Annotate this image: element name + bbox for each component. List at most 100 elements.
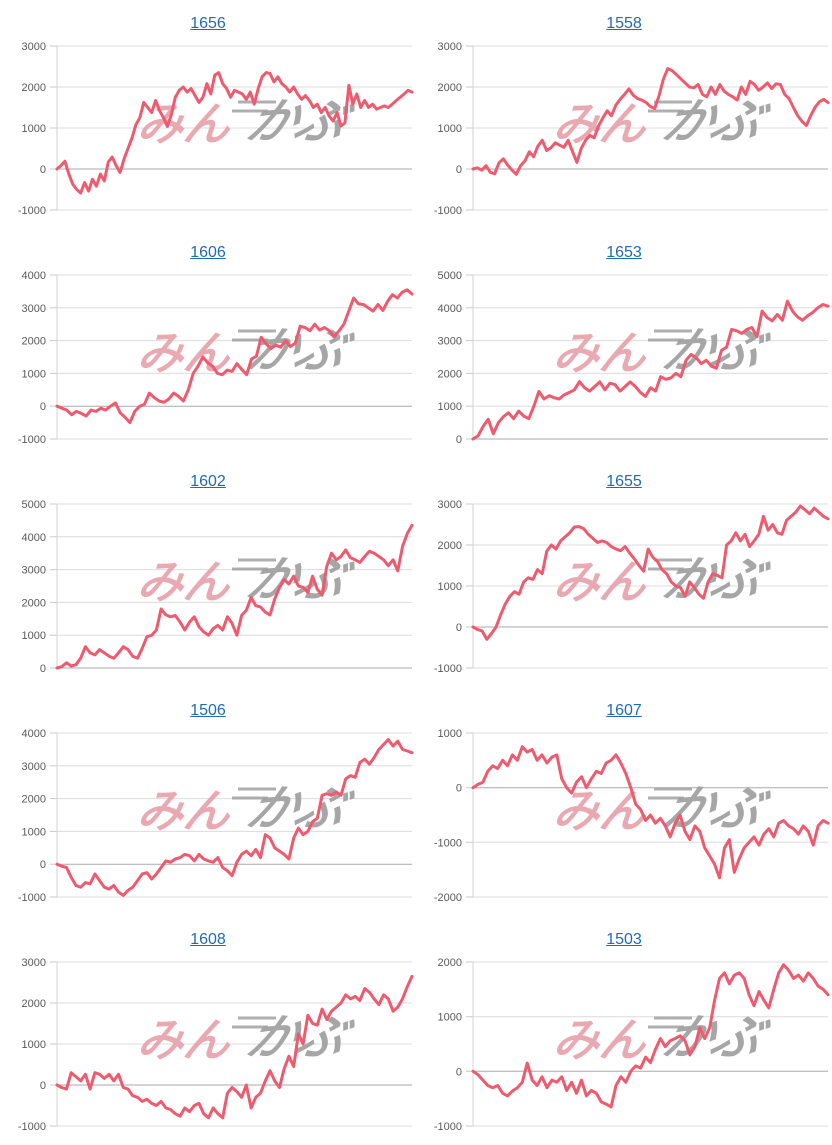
chart-cell: 1653 5000 4000 3000 2000 1000 0 みん かぶ — [416, 229, 832, 458]
y-axis-tick-label: 0 — [456, 434, 462, 446]
watermark-gray-text: かぶ — [240, 93, 361, 150]
y-axis-tick-label: -1000 — [18, 205, 46, 217]
y-axis-tick-label: 0 — [456, 622, 462, 634]
y-axis-tick-label: 2000 — [22, 336, 46, 348]
y-axis-tick-label: 1000 — [438, 728, 462, 740]
y-axis-tick-label: 4000 — [438, 303, 462, 315]
chart-title-link[interactable]: 1503 — [606, 931, 642, 948]
y-axis-tick-label: 1000 — [438, 401, 462, 413]
y-axis-tick-label: 1000 — [22, 368, 46, 380]
chart-title-link[interactable]: 1653 — [606, 244, 642, 261]
y-axis-tick-label: 3000 — [22, 41, 46, 53]
y-axis-tick-label: 4000 — [22, 728, 46, 740]
chart-title-link[interactable]: 1606 — [190, 244, 226, 261]
y-axis-tick-label: -2000 — [434, 892, 462, 904]
chart-title-row: 1655 — [416, 458, 832, 498]
y-axis-tick-label: 0 — [40, 859, 46, 871]
data-line-series — [55, 974, 414, 1120]
data-line-series — [471, 504, 830, 641]
y-axis-tick-label: -1000 — [18, 1121, 46, 1133]
chart-title-link[interactable]: 1656 — [190, 15, 226, 32]
chart-title-link[interactable]: 1608 — [190, 931, 226, 948]
y-axis-tick-label: 1000 — [22, 630, 46, 642]
chart-cell: 1606 4000 3000 2000 1000 0 -1000 みん かぶ — [0, 229, 416, 458]
y-axis-tick-label: 0 — [456, 164, 462, 176]
chart-title-link[interactable]: 1607 — [606, 702, 642, 719]
chart-cell: 1655 3000 2000 1000 0 -1000 みん かぶ — [416, 458, 832, 687]
watermark-gray-text: かぶ — [656, 551, 777, 608]
chart-title-row: 1602 — [0, 458, 416, 498]
chart-title-link[interactable]: 1558 — [606, 15, 642, 32]
y-axis-tick-label: 1000 — [438, 581, 462, 593]
watermark-pink-text: みん — [551, 784, 651, 838]
y-axis-tick-label: 3000 — [438, 336, 462, 348]
watermark-gray-text: かぶ — [240, 551, 361, 608]
y-axis-tick-label: 2000 — [22, 794, 46, 806]
watermark-pink-text: みん — [135, 97, 235, 151]
watermark-gray-text: かぶ — [656, 93, 777, 150]
y-axis-tick-label: 3000 — [22, 303, 46, 315]
data-line-series — [55, 71, 414, 195]
chart-title-link[interactable]: 1655 — [606, 473, 642, 490]
y-axis-tick-label: 3000 — [22, 565, 46, 577]
line-chart: 3000 2000 1000 0 -1000 みん かぶ — [434, 499, 830, 675]
y-axis-tick-label: -1000 — [18, 892, 46, 904]
chart-title-row: 1506 — [0, 687, 416, 727]
chart-cell: 1506 4000 3000 2000 1000 0 -1000 みん かぶ — [0, 687, 416, 916]
y-axis-tick-label: 5000 — [22, 499, 46, 511]
y-axis-tick-label: 4000 — [22, 532, 46, 544]
y-axis-tick-label: 1000 — [22, 1039, 46, 1051]
chart-title-row: 1503 — [416, 916, 832, 956]
y-axis-tick-label: 1000 — [438, 1012, 462, 1024]
y-axis-tick-label: 0 — [456, 1066, 462, 1078]
y-axis-tick-label: 1000 — [438, 123, 462, 135]
y-axis-tick-label: -1000 — [434, 1121, 462, 1133]
watermark-pink-text: みん — [135, 784, 235, 838]
chart-title-link[interactable]: 1602 — [190, 473, 226, 490]
watermark-pink-text: みん — [551, 1013, 651, 1067]
chart-cell: 1503 2000 1000 0 -1000 みん かぶ — [416, 916, 832, 1145]
chart-cell: 1558 3000 2000 1000 0 -1000 みん かぶ — [416, 0, 832, 229]
data-line-series — [55, 523, 414, 670]
chart-title-row: 1606 — [0, 229, 416, 269]
data-line-series — [471, 299, 830, 441]
y-axis-tick-label: 3000 — [438, 499, 462, 511]
chart-title-row: 1607 — [416, 687, 832, 727]
watermark-pink-text: みん — [551, 555, 651, 609]
chart-cell: 1656 3000 2000 1000 0 -1000 みん かぶ — [0, 0, 416, 229]
chart-title-row: 1608 — [0, 916, 416, 956]
chart-cell: 1602 5000 4000 3000 2000 1000 0 みん かぶ — [0, 458, 416, 687]
data-line-series — [55, 738, 414, 897]
chart-cell: 1607 1000 0 -1000 -2000 みん かぶ — [416, 687, 832, 916]
y-axis-tick-label: 0 — [40, 164, 46, 176]
chart-title-link[interactable]: 1506 — [190, 702, 226, 719]
y-axis-tick-label: 0 — [40, 1080, 46, 1092]
y-axis-tick-label: 1000 — [22, 123, 46, 135]
chart-title-row: 1656 — [0, 0, 416, 40]
y-axis-tick-label: 3000 — [22, 761, 46, 773]
y-axis-tick-label: 1000 — [22, 826, 46, 838]
chart-title-row: 1558 — [416, 0, 832, 40]
watermark-pink-text: みん — [551, 326, 651, 380]
y-axis-tick-label: 3000 — [22, 957, 46, 969]
y-axis-tick-label: 2000 — [22, 998, 46, 1010]
watermark-pink-text: みん — [135, 1013, 235, 1067]
data-line-series — [471, 745, 830, 880]
y-axis-tick-label: -1000 — [434, 663, 462, 675]
y-axis-tick-label: 2000 — [438, 368, 462, 380]
data-line-series — [471, 67, 830, 176]
y-axis-tick-label: 2000 — [22, 597, 46, 609]
data-line-series — [471, 963, 830, 1109]
y-axis-tick-label: 2000 — [438, 540, 462, 552]
y-axis-tick-label: 3000 — [438, 41, 462, 53]
chart-title-row: 1653 — [416, 229, 832, 269]
watermark-pink-text: みん — [135, 555, 235, 609]
y-axis-tick-label: 2000 — [438, 957, 462, 969]
